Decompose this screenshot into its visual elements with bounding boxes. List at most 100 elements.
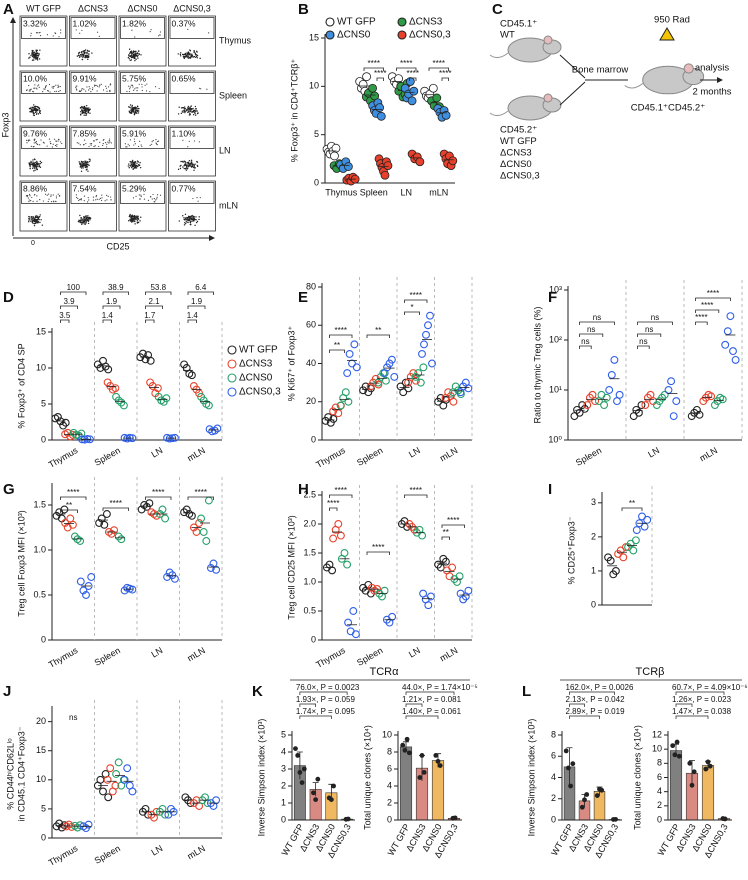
mouse-ear <box>683 63 694 74</box>
event-dot <box>82 160 84 163</box>
event-dot <box>81 218 83 221</box>
event-dot <box>39 160 42 163</box>
event-dot <box>79 165 82 168</box>
event-dot <box>84 56 87 59</box>
gated-dot <box>149 31 151 33</box>
gated-dot <box>107 195 109 197</box>
gated-dot <box>197 200 199 202</box>
gated-dot <box>28 199 30 201</box>
data-point <box>464 586 473 595</box>
event-dot <box>34 167 36 169</box>
event-dot <box>198 218 200 221</box>
event-dot <box>39 214 41 216</box>
y-tick-label: 6 <box>551 751 556 761</box>
gated-dot <box>34 138 36 140</box>
data-point <box>432 93 442 103</box>
gated-dot <box>131 84 134 86</box>
data-point <box>60 821 69 830</box>
event-dot <box>85 165 87 167</box>
event-dot <box>130 221 133 223</box>
event-dot <box>188 219 190 222</box>
event-dot <box>137 218 140 220</box>
event-dot <box>191 217 193 219</box>
event-dot <box>32 216 34 218</box>
gated-dot <box>25 195 27 197</box>
x-tick-label: LN <box>149 445 164 459</box>
event-dot <box>80 111 82 113</box>
gated-dot <box>60 32 62 34</box>
event-dot <box>196 161 199 163</box>
data-point <box>315 776 321 782</box>
event-dot <box>131 160 134 163</box>
data-point <box>634 408 643 417</box>
event-dot <box>81 223 83 226</box>
gated-events <box>126 83 160 93</box>
event-dot <box>183 106 186 108</box>
event-dot <box>88 158 91 160</box>
gate <box>70 182 116 204</box>
event-dot <box>78 51 81 54</box>
data-point <box>414 369 423 378</box>
significance-bracket <box>405 703 423 707</box>
event-dot <box>188 53 191 55</box>
gate <box>21 182 66 204</box>
data-point <box>128 787 137 796</box>
event-dot <box>192 166 195 169</box>
panel-label: B <box>298 1 309 18</box>
event-dot <box>186 52 188 54</box>
event-dot <box>81 105 83 108</box>
event-dot <box>183 218 185 221</box>
event-dot <box>84 49 87 51</box>
event-dot <box>85 221 87 223</box>
x-tick-label: Thymus <box>47 645 80 670</box>
event-dot <box>183 167 185 170</box>
event-dot <box>192 114 195 116</box>
gated-dot <box>81 29 83 32</box>
data-point <box>213 424 222 433</box>
origin-label: 0 <box>31 240 35 247</box>
data-point <box>448 563 457 572</box>
gated-dot <box>56 145 58 147</box>
event-dot <box>189 163 192 165</box>
y-axis-label: Inverse Simpson index (×10³) <box>526 719 536 837</box>
event-dot <box>192 107 194 110</box>
y-tick-label: 6 <box>387 763 392 773</box>
data-point <box>301 766 307 772</box>
gated-dot <box>129 139 132 141</box>
gated-dot <box>88 199 90 201</box>
event-dot <box>184 111 186 114</box>
event-dot <box>76 55 79 57</box>
row-label: Spleen <box>219 90 247 100</box>
data-point <box>343 162 353 171</box>
event-dot <box>85 51 87 53</box>
y-tick-label: 12 <box>652 729 662 739</box>
event-dot <box>129 55 131 57</box>
gated-dot <box>199 197 201 199</box>
row-label: Thymus <box>219 35 252 45</box>
event-dot <box>128 48 131 50</box>
event-dot <box>81 58 84 61</box>
y-tick-label: 0.5 <box>303 605 316 615</box>
panel-label: C <box>492 1 503 18</box>
gated-dot <box>86 86 88 88</box>
data-point <box>416 378 425 387</box>
annotation: **** <box>410 291 422 300</box>
event-dot <box>193 49 195 52</box>
significance-bracket <box>363 67 384 71</box>
annotation: 1.74×, P = 0.095 <box>296 707 356 716</box>
event-dot <box>33 164 36 167</box>
gate-percentage: 7.54% <box>73 183 98 193</box>
bar <box>669 750 683 821</box>
data-point <box>375 103 385 112</box>
y-tick-label: 60 <box>306 320 316 330</box>
data-point <box>162 394 171 403</box>
event-dot <box>83 114 85 116</box>
gated-dot <box>150 29 152 31</box>
diagram-label: ΔCNS0 <box>500 159 532 170</box>
gated-dot <box>149 91 151 93</box>
y-tick-label: 1 <box>281 797 286 807</box>
y-tick-label: 5 <box>41 398 46 408</box>
bar <box>431 760 445 821</box>
event-dot <box>131 219 134 221</box>
